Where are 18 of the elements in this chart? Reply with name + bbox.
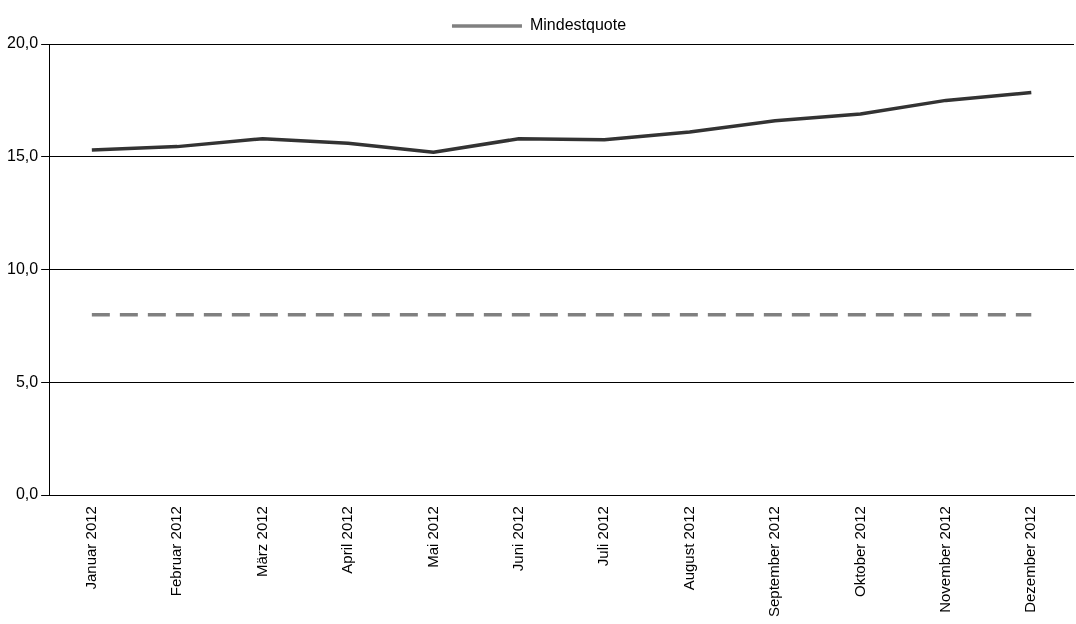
x-tick-label: September 2012: [765, 506, 783, 618]
x-tick-label: März 2012: [252, 506, 270, 577]
x-tick-label: April 2012: [338, 506, 356, 574]
y-tick-label: 0,0: [15, 485, 39, 503]
x-tick-label: Februar 2012: [167, 506, 185, 597]
x-tick-label: November 2012: [936, 506, 954, 613]
x-tick-label: Mai 2012: [423, 506, 441, 568]
x-tick-label: Dezember 2012: [1021, 506, 1039, 613]
y-tick-label: 10,0: [7, 259, 39, 277]
y-tick-label: 5,0: [15, 372, 39, 390]
x-tick-label: Januar 2012: [81, 506, 99, 590]
x-tick-label: August 2012: [679, 506, 697, 591]
y-tick-label: 15,0: [7, 147, 39, 165]
y-tick-label: 20,0: [7, 34, 39, 52]
x-tick-label: Oktober 2012: [850, 506, 868, 597]
x-tick-label: Juli 2012: [594, 506, 612, 567]
x-tick-label: Juni 2012: [509, 506, 527, 572]
legend-label: Mindestquote: [529, 16, 627, 34]
